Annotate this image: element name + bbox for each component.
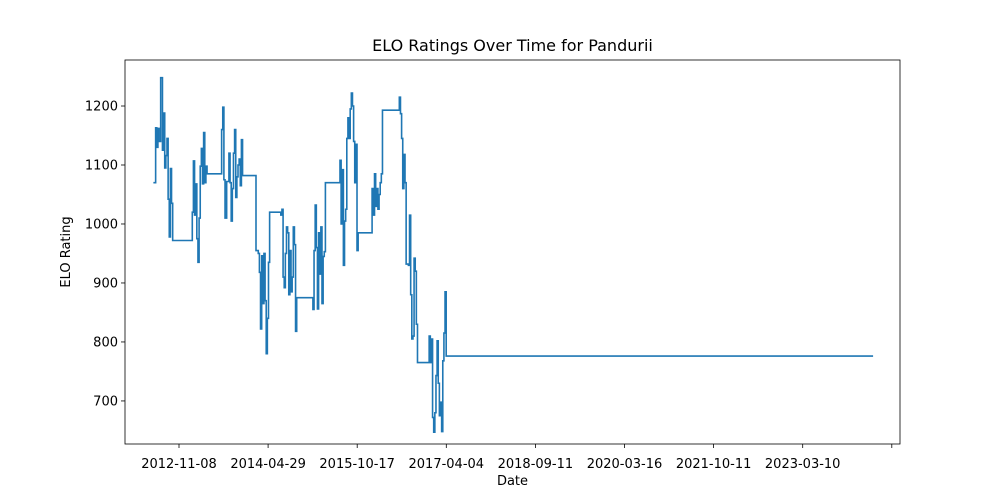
- x-tick-label: 2017-04-04: [409, 457, 485, 472]
- x-tick-label: 2014-04-29: [230, 457, 306, 472]
- plot-area: [153, 76, 874, 433]
- y-tick-label: 800: [93, 335, 118, 350]
- y-tick-label: 900: [93, 276, 118, 291]
- elo-series-line: [153, 76, 874, 433]
- y-tick-label: 1100: [85, 158, 118, 173]
- chart-title: ELO Ratings Over Time for Pandurii: [372, 36, 653, 55]
- x-axis: 2012-11-08 2014-04-29 2015-10-17 2017-04-04…: [141, 444, 893, 472]
- y-tick-label: 700: [93, 394, 118, 409]
- y-tick-label: 1000: [85, 217, 118, 232]
- y-axis-label: ELO Rating: [59, 216, 74, 287]
- x-tick-label: 2021-10-11: [676, 457, 752, 472]
- y-axis: 700 800 900 1000 1100 1200: [85, 100, 125, 409]
- x-axis-label: Date: [497, 474, 528, 489]
- x-tick-label: 2012-11-08: [141, 457, 217, 472]
- axes-frame: [124, 59, 901, 445]
- y-tick-label: 1200: [85, 100, 118, 115]
- x-tick-label: 2020-03-16: [587, 457, 663, 472]
- x-tick-label: 2023-03-10: [765, 457, 841, 472]
- x-tick-label: 2018-09-11: [498, 457, 574, 472]
- x-tick-label: 2015-10-17: [319, 457, 395, 472]
